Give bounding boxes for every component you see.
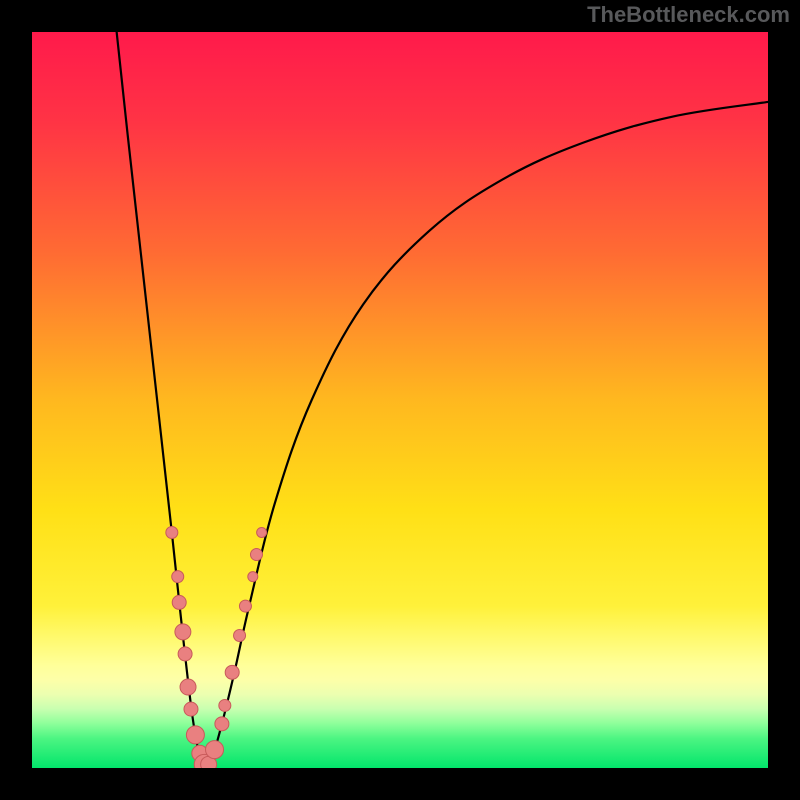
bottleneck-chart: TheBottleneck.com xyxy=(0,0,800,800)
marker-point xyxy=(215,717,229,731)
marker-point xyxy=(206,741,224,759)
curve-left xyxy=(117,32,205,768)
marker-point xyxy=(250,549,262,561)
marker-point xyxy=(184,702,198,716)
marker-point xyxy=(178,647,192,661)
marker-point xyxy=(166,526,178,538)
marker-group xyxy=(166,526,267,774)
marker-point xyxy=(175,624,191,640)
marker-point xyxy=(172,571,184,583)
curve-layer xyxy=(0,0,800,800)
marker-point xyxy=(234,630,246,642)
marker-point xyxy=(172,595,186,609)
marker-point xyxy=(186,726,204,744)
marker-point xyxy=(219,699,231,711)
curve-right xyxy=(205,102,768,768)
marker-point xyxy=(180,679,196,695)
marker-point xyxy=(225,665,239,679)
marker-point xyxy=(239,600,251,612)
marker-point xyxy=(248,572,258,582)
marker-point xyxy=(257,527,267,537)
watermark-label: TheBottleneck.com xyxy=(587,2,790,28)
